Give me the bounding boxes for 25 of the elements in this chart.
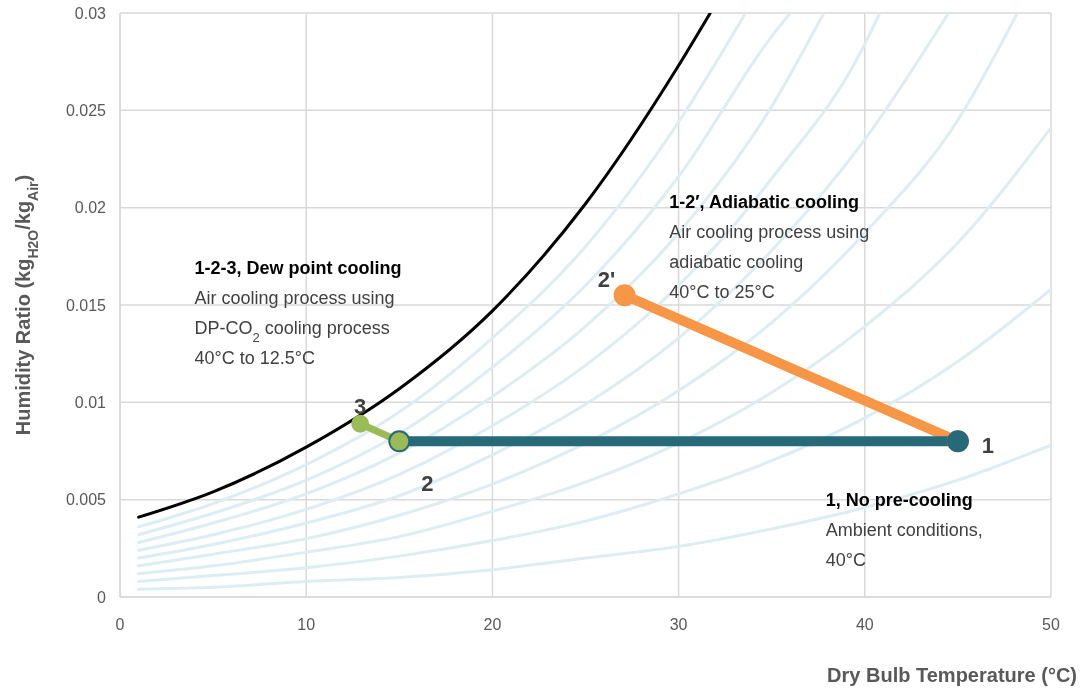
- annotation: 1-2-3, Dew point cooling Air cooling process using DP-CO$_{2}$ cooling process 40°C to 12.5°C: [194, 257, 402, 368]
- y-tick-label: 0.005: [65, 491, 107, 509]
- annotation: 2: [421, 471, 434, 497]
- y-tick-label: 0: [97, 588, 107, 606]
- x-axis-title: Dry Bulb Temperature (°C): [827, 664, 1077, 686]
- x-tick-label: 0: [115, 616, 125, 634]
- line-series: [137, 287, 1051, 583]
- x-tick-label: 10: [297, 616, 316, 634]
- x-tick-label: 50: [1042, 616, 1060, 634]
- y-tick-label: 0.03: [74, 4, 107, 22]
- line-series: [137, 126, 1051, 576]
- y-tick-label: 0.01: [74, 394, 107, 412]
- x-tick-label: 20: [483, 616, 502, 634]
- x-tick-label: 30: [669, 616, 688, 634]
- annotation: 1, No pre-cooling Ambient conditions, 40°C: [825, 489, 983, 570]
- y-tick-label: 0.015: [65, 296, 107, 314]
- y-tick-label: 0.025: [65, 102, 107, 120]
- point: [351, 414, 370, 433]
- x-tick-label: 40: [855, 616, 874, 634]
- annotation: 2': [597, 267, 616, 293]
- annotation: 1-2′, Adiabatic cooling Air cooling process using adiabatic cooling 40°C to 25°C: [669, 191, 870, 302]
- point: [613, 284, 636, 307]
- y-tick-label: 0.02: [74, 199, 107, 217]
- annotation: 1: [981, 433, 995, 459]
- annotation: 3: [354, 393, 367, 419]
